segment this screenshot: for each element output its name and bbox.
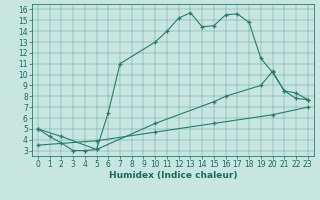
X-axis label: Humidex (Indice chaleur): Humidex (Indice chaleur) (108, 171, 237, 180)
